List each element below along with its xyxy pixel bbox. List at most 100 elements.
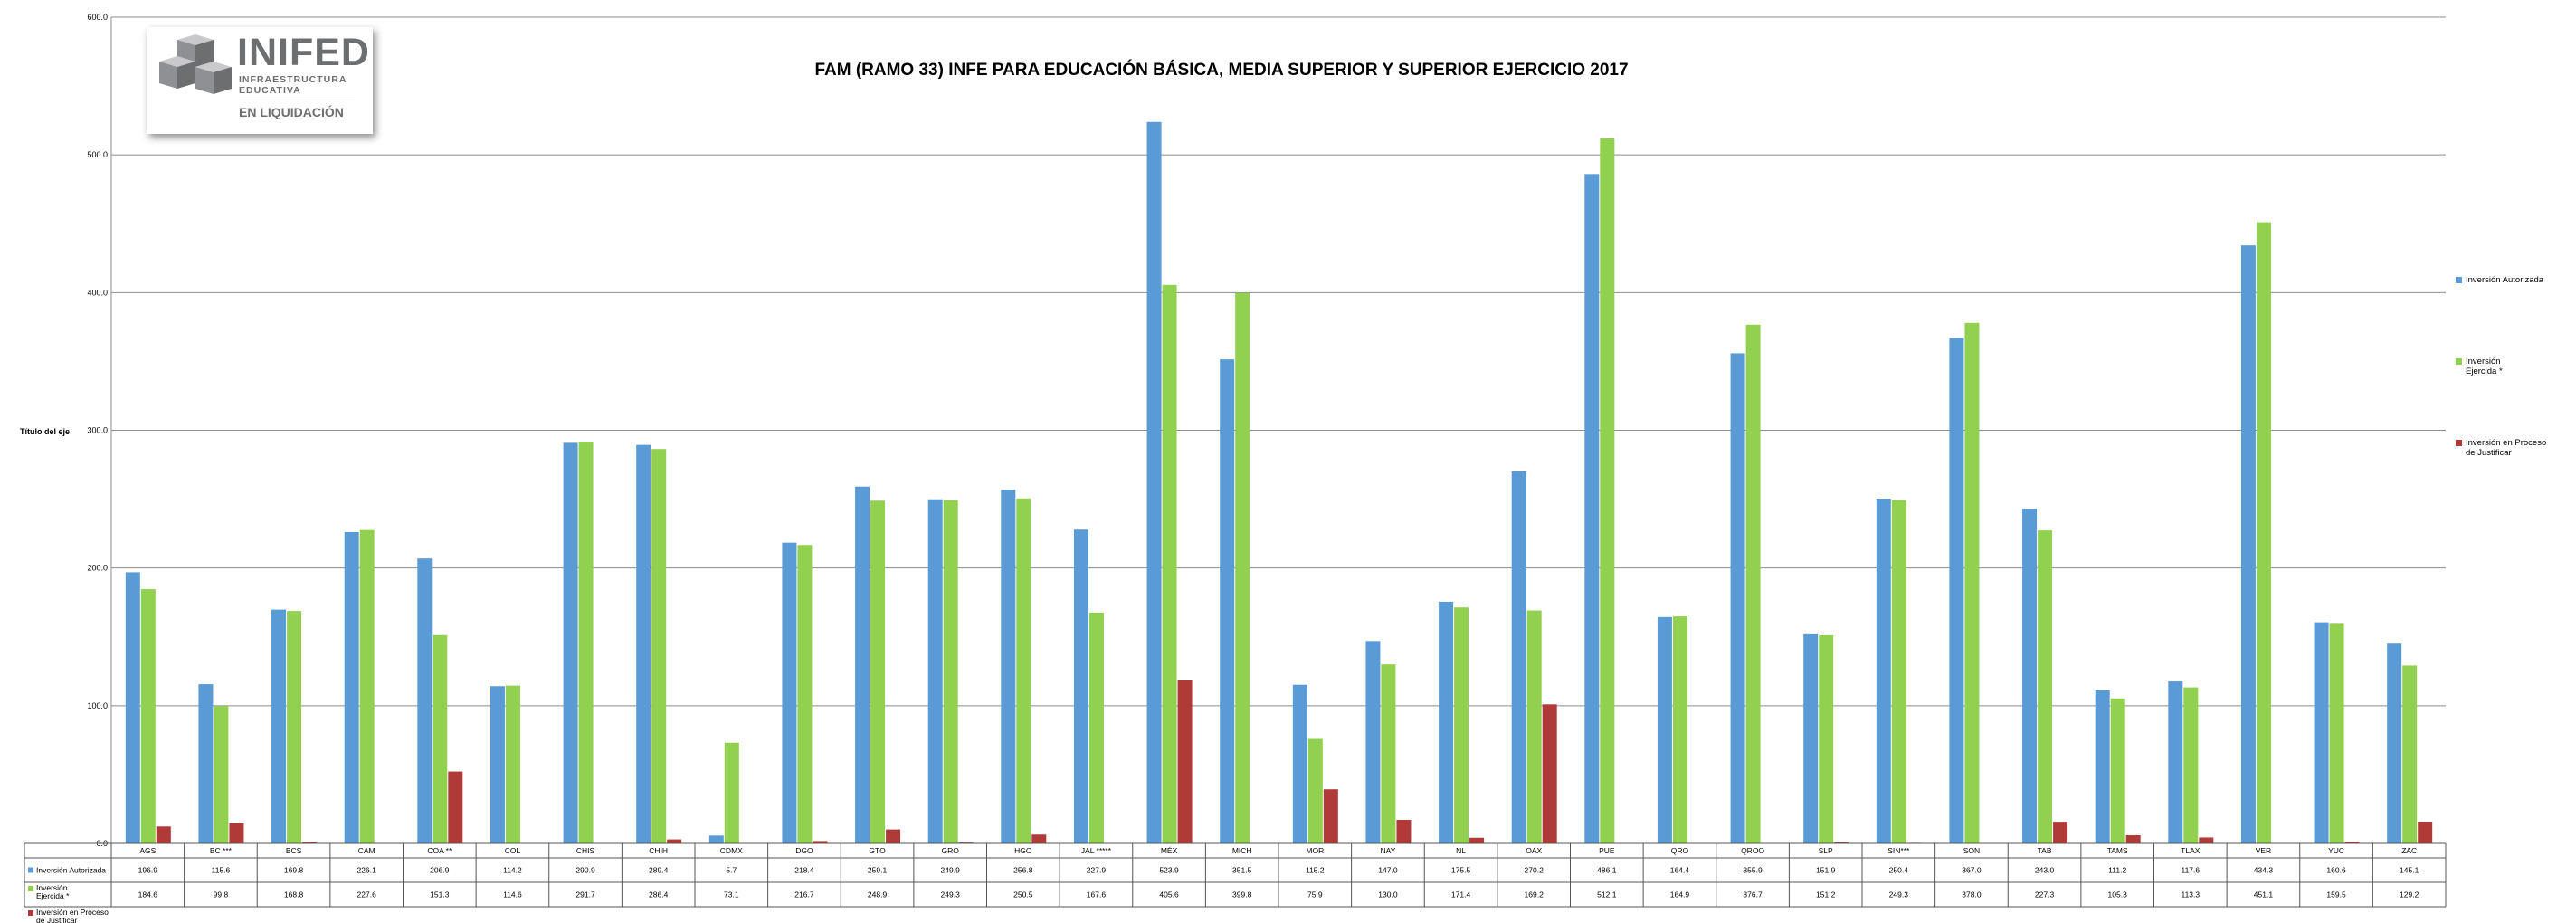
table-value: 376.7 bbox=[1743, 890, 1763, 899]
bar bbox=[2095, 690, 2110, 843]
table-value: 249.3 bbox=[941, 890, 961, 899]
table-category-label: DGO bbox=[795, 846, 813, 855]
bar bbox=[2168, 681, 2183, 843]
bar bbox=[1323, 789, 1338, 843]
table-category-label: HGO bbox=[1014, 846, 1032, 855]
bar bbox=[1292, 684, 1307, 843]
bar bbox=[1365, 641, 1381, 843]
table-value: 249.9 bbox=[941, 866, 961, 875]
table-category-label: CDMX bbox=[720, 846, 743, 855]
bar bbox=[1073, 529, 1088, 843]
table-value: 4.1 bbox=[1456, 0, 1467, 2]
table-value: 101.0 bbox=[1525, 0, 1545, 2]
table-value: 227.9 bbox=[1087, 866, 1107, 875]
bar bbox=[2402, 665, 2418, 843]
table-value: 218.4 bbox=[794, 866, 814, 875]
table-category-label: SLP bbox=[1819, 846, 1833, 855]
table-value: 171.4 bbox=[1451, 890, 1471, 899]
legend-label: Ejercida * bbox=[2466, 366, 2503, 376]
bar bbox=[870, 500, 886, 843]
table-category-label: TAMS bbox=[2107, 846, 2128, 855]
bar bbox=[417, 558, 433, 843]
table-value: 6.4 bbox=[1018, 0, 1029, 2]
table-value: 184.6 bbox=[138, 890, 158, 899]
table-value: 286.4 bbox=[649, 890, 669, 899]
table-category-label: CHIS bbox=[576, 846, 595, 855]
table-value: 151.3 bbox=[430, 890, 450, 899]
y-tick-label: 600.0 bbox=[87, 13, 108, 22]
bar bbox=[578, 442, 594, 843]
bar bbox=[1235, 292, 1250, 843]
bar bbox=[271, 609, 287, 843]
bar bbox=[490, 686, 505, 843]
bar bbox=[1819, 634, 1834, 843]
bar bbox=[1745, 324, 1761, 843]
y-tick-label: 500.0 bbox=[87, 150, 108, 159]
bar bbox=[229, 823, 244, 843]
table-category-label: PUE bbox=[1599, 846, 1615, 855]
table-value: 226.1 bbox=[357, 866, 377, 875]
table-category-label: TLAX bbox=[2181, 846, 2201, 855]
legend-swatch bbox=[2456, 440, 2462, 446]
table-value: 243.0 bbox=[2035, 866, 2055, 875]
table-value: 434.3 bbox=[2254, 866, 2274, 875]
table-value: 151.2 bbox=[1816, 890, 1836, 899]
bars bbox=[125, 121, 2433, 844]
logo-subtitle-line-2: EDUCATIVA bbox=[239, 85, 301, 96]
table-value: 2.9 bbox=[653, 0, 664, 2]
bar bbox=[797, 545, 813, 843]
bar bbox=[1396, 819, 1412, 843]
bar bbox=[2053, 822, 2068, 843]
bar bbox=[433, 634, 448, 843]
bar bbox=[1381, 664, 1396, 843]
table-series-label: Inversión Autorizada bbox=[36, 866, 106, 875]
bar bbox=[1511, 471, 1526, 843]
table-value: 169.8 bbox=[284, 866, 304, 875]
bar bbox=[2125, 835, 2141, 843]
cubes-icon bbox=[159, 34, 232, 94]
table-value: 512.1 bbox=[1597, 890, 1617, 899]
bar bbox=[2329, 623, 2344, 843]
table-value: 75.9 bbox=[1307, 890, 1323, 899]
table-category-label: GRO bbox=[942, 846, 960, 855]
bar bbox=[1600, 138, 1615, 843]
bar bbox=[1672, 616, 1687, 843]
bar bbox=[156, 826, 171, 843]
table-category-label: BC *** bbox=[210, 846, 233, 855]
table-value: 405.6 bbox=[1159, 890, 1179, 899]
table-value: 378.0 bbox=[1962, 890, 1982, 899]
table-category-label: SON bbox=[1963, 846, 1980, 855]
table-value: 206.9 bbox=[430, 866, 450, 875]
bar bbox=[1584, 174, 1600, 843]
bar bbox=[1542, 704, 1557, 843]
table-value: 151.9 bbox=[1816, 866, 1836, 875]
table-value: 159.5 bbox=[2326, 890, 2346, 899]
y-tick-label: 200.0 bbox=[87, 564, 108, 573]
table-value: 175.5 bbox=[1451, 866, 1471, 875]
bar bbox=[886, 829, 901, 843]
bar bbox=[855, 486, 870, 843]
table-value: 118.3 bbox=[1160, 0, 1179, 2]
table-value: 4.3 bbox=[2185, 0, 2196, 2]
table-category-label: CHIH bbox=[649, 846, 668, 855]
table-series-label: Ejercida * bbox=[36, 891, 70, 900]
table-value: 227.6 bbox=[357, 890, 377, 899]
y-tick-label: 400.0 bbox=[87, 288, 108, 297]
table-series-label: de Justificar bbox=[36, 916, 78, 923]
table-value: 129.2 bbox=[2400, 890, 2419, 899]
table-value: 5.9 bbox=[2112, 0, 2123, 2]
table-category-label: TAB bbox=[2038, 846, 2052, 855]
table-value: 250.4 bbox=[1889, 866, 1909, 875]
table-category-label: JAL ***** bbox=[1081, 846, 1112, 855]
table-value: 270.2 bbox=[1525, 866, 1545, 875]
bar bbox=[1949, 338, 1964, 843]
table-category-label: QROO bbox=[1741, 846, 1764, 855]
table-value: 399.8 bbox=[1232, 890, 1252, 899]
table-value: 10.1 bbox=[870, 0, 885, 2]
table-value: 73.1 bbox=[724, 890, 739, 899]
table-category-label: MOR bbox=[1306, 846, 1324, 855]
table-value: 167.6 bbox=[1087, 890, 1107, 899]
table-value: 1.1 bbox=[2331, 0, 2342, 2]
legend-label: de Justificar bbox=[2466, 448, 2512, 458]
